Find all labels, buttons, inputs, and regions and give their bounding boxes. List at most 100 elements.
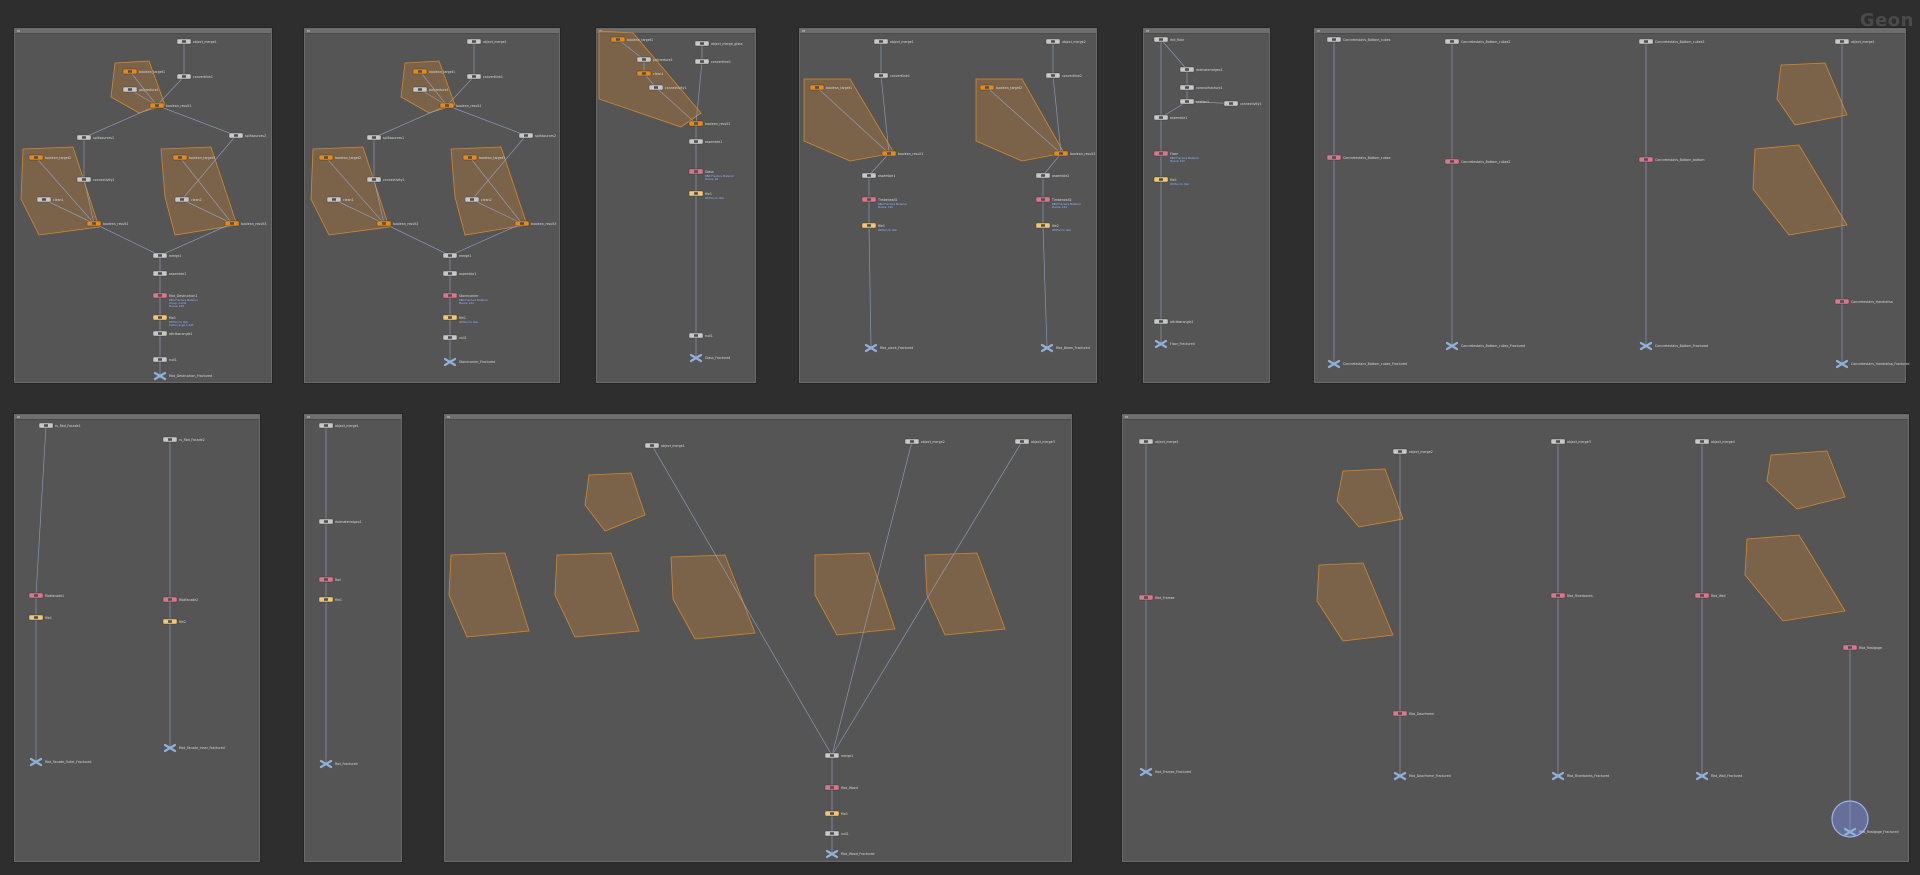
node-default[interactable]: convertline1 [873, 72, 910, 79]
node-default[interactable]: convertline1 [466, 73, 503, 80]
node-wire[interactable] [695, 61, 703, 124]
node-default[interactable]: null1 [824, 830, 849, 837]
node-pink[interactable]: Concretestairs_Bottom_cubes [1326, 154, 1391, 161]
node-default[interactable]: object_merge2 [904, 438, 945, 445]
node-wire[interactable] [373, 179, 385, 224]
node-default[interactable]: object_merge1 [466, 38, 507, 45]
node-wire[interactable] [446, 76, 475, 106]
node-default[interactable]: Concretestairs_Bottom_cubes2 [1444, 38, 1510, 45]
node-wire[interactable] [35, 425, 47, 596]
node-wire[interactable] [35, 157, 95, 224]
node-default[interactable]: rs_Rbd_Facade2 [162, 436, 205, 443]
node-wire[interactable] [419, 71, 448, 106]
node-output[interactable]: Glass_Fractured [689, 353, 730, 363]
node-pink[interactable]: Concretestairs_Bottom_bottom [1638, 156, 1705, 163]
node-graph[interactable]: object_merge1 object_merge2 object_merge3 o… [1123, 415, 1910, 863]
node-default[interactable]: polyreduce1 [412, 86, 449, 93]
node-default[interactable]: attribwrangle1 [152, 330, 192, 337]
node-default[interactable]: Concretestairs_Bottom_cubes [1326, 36, 1391, 43]
node-wire[interactable] [1042, 225, 1048, 348]
node-orange[interactable]: boolean_target1 [610, 36, 653, 43]
node-default[interactable]: object_merge2 [1392, 448, 1433, 455]
node-default[interactable]: object_merge_glass [694, 40, 743, 47]
network-box-nb6[interactable]: Concretestairs_Bottom_cubes Concretestair… [1314, 28, 1909, 383]
network-box-header[interactable] [800, 29, 1096, 34]
node-wire[interactable] [93, 223, 161, 256]
node-default[interactable]: convertline2 [1045, 72, 1082, 79]
node-orange[interactable]: boolean_result1 [149, 102, 191, 109]
network-box-header[interactable] [1315, 29, 1905, 34]
node-orange[interactable]: boolean_target2 [318, 154, 361, 161]
network-box-header[interactable] [1123, 415, 1908, 420]
node-orange[interactable]: clean1 [636, 70, 664, 77]
node-default[interactable]: splitsources2 [518, 132, 556, 139]
node-graph[interactable]: object_merge1 object_merge2 object_merge3m… [445, 415, 1073, 863]
network-box-nb10[interactable]: object_merge1 object_merge2 object_merge3 o… [1122, 414, 1909, 862]
node-default[interactable]: convertline1 [176, 73, 213, 80]
node-pink[interactable]: Rail [318, 576, 341, 583]
node-default[interactable]: merge1 [152, 252, 181, 259]
node-wire[interactable] [159, 223, 233, 256]
node-orange[interactable]: boolean_target1 [809, 84, 852, 91]
node-wire[interactable] [43, 199, 95, 224]
node-default[interactable]: merge1 [824, 752, 853, 759]
node-output[interactable]: Concretestairs_Handrailsa_Fractured [1835, 359, 1909, 369]
node-wire[interactable] [868, 153, 890, 176]
node-orange[interactable]: boolean_result1 [439, 102, 481, 109]
node-graph[interactable]: object_merge1 rbdmaterialgeo1 Rail file1 Rai… [305, 415, 403, 863]
node-output[interactable]: Stonecorner_Fractured [443, 357, 495, 367]
node-graph[interactable]: rs_Rbd_Facade1 rs_Rbd_Facade2 Rbdfacade1 Rb… [15, 415, 261, 863]
node-wire[interactable] [156, 105, 237, 136]
node-orange[interactable]: boolean_result2 [86, 220, 128, 227]
node-pink[interactable]: Concretestairs_Bottom_cubes2 [1444, 158, 1510, 165]
node-wire[interactable] [880, 75, 890, 154]
node-default[interactable]: connectivity1 [76, 176, 115, 183]
network-box-header[interactable] [15, 415, 259, 420]
node-orange[interactable]: boolean_result2 [376, 220, 418, 227]
node-default[interactable]: object_merge1 [644, 442, 685, 449]
node-yellow[interactable]: file2 [162, 618, 186, 625]
node-wire[interactable] [868, 225, 872, 348]
node-wire[interactable] [373, 105, 448, 138]
node-output[interactable]: Rbd_plank_Fractured [864, 343, 913, 353]
node-default[interactable]: object_merge1 [873, 38, 914, 45]
node-default[interactable]: splitsources1 [366, 134, 404, 141]
node-orange[interactable]: boolean_result1 [688, 120, 730, 127]
network-box-nb8[interactable]: object_merge1 rbdmaterialgeo1 Rail file1 Rai… [304, 414, 402, 862]
node-default[interactable]: connectivity1 [648, 84, 687, 91]
node-default[interactable]: polyreduce1 [636, 56, 673, 63]
network-box-nb9[interactable]: object_merge1 object_merge2 object_merge3 m… [444, 414, 1072, 862]
node-orange[interactable]: boolean_result3 [224, 220, 266, 227]
node-default[interactable]: object_merge1 [318, 422, 359, 429]
node-pink[interactable]: Rbd_Wall [1694, 592, 1726, 599]
network-box-header[interactable] [15, 29, 271, 34]
node-wire[interactable] [1160, 39, 1188, 70]
network-box-header[interactable] [1144, 29, 1269, 34]
node-wire[interactable] [156, 76, 185, 106]
node-default[interactable]: scatter1 [1179, 98, 1209, 105]
node-wire[interactable] [986, 87, 1062, 154]
node-orange[interactable]: boolean_target1 [122, 68, 165, 75]
node-pink[interactable]: Rbd_Frames [1138, 594, 1175, 601]
node-output[interactable]: Rail_Fractured [319, 759, 358, 769]
node-orange[interactable]: boolean_result1 [881, 150, 923, 157]
node-wire[interactable] [831, 441, 913, 756]
node-default[interactable]: connectivity1 [1223, 100, 1262, 107]
network-box-nb5[interactable]: rbd_floor rbdmaterialgeo1 voronoifracture1… [1143, 28, 1270, 383]
network-box-nb7[interactable]: rs_Rbd_Facade1 rs_Rbd_Facade2 Rbdfacade1 Rb… [14, 414, 260, 862]
node-output[interactable]: Rbd_Rastgage_Fractured [1843, 827, 1899, 837]
node-default[interactable]: Concretestairs_Bottom_cubes3 [1638, 38, 1704, 45]
node-default[interactable]: polyreduce1 [122, 86, 159, 93]
node-wire[interactable] [383, 223, 451, 256]
node-default[interactable]: voronoifracture1 [1179, 84, 1223, 91]
network-box-nb2[interactable]: object_merge1 boolean_target1 polyreduce1 c… [304, 28, 560, 383]
node-wire[interactable] [471, 135, 527, 200]
network-box-header[interactable] [305, 29, 559, 34]
node-output[interactable]: Concretestairs_Bottom_Fractured [1639, 341, 1708, 351]
